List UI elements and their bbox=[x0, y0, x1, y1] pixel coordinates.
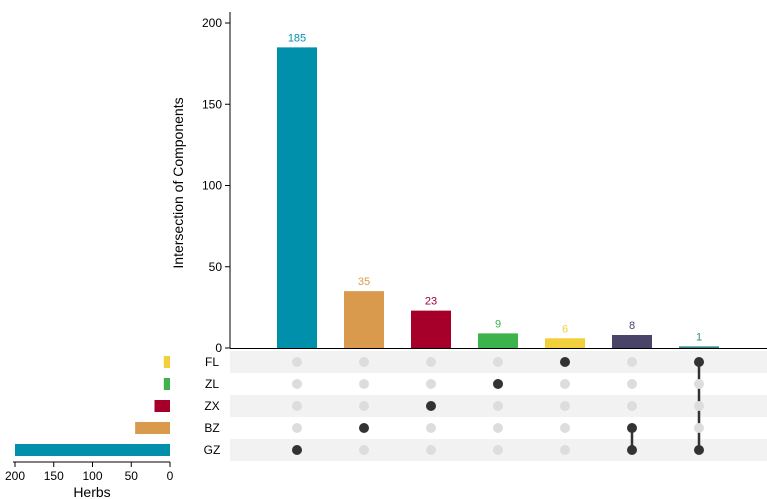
set-labels: FL ZL ZX BZ GZ bbox=[204, 355, 221, 457]
matrix-dot-inactive bbox=[426, 445, 436, 455]
matrix-dot-inactive bbox=[627, 379, 637, 389]
set-size-axis: 200 150 100 50 0 bbox=[5, 461, 174, 483]
intersection-tick-label: 0 bbox=[215, 341, 222, 355]
intersection-value-label: 1 bbox=[696, 331, 702, 343]
matrix-dot-inactive bbox=[627, 357, 637, 367]
set-size-tick-label: 0 bbox=[167, 469, 174, 483]
matrix-dot-active bbox=[694, 445, 704, 455]
matrix-dot-inactive bbox=[493, 401, 503, 411]
intersection-bar bbox=[612, 335, 652, 348]
matrix-dot-inactive bbox=[359, 445, 369, 455]
matrix-dot-inactive bbox=[292, 357, 302, 367]
intersection-value-label: 6 bbox=[562, 323, 568, 335]
set-size-tick-label: 50 bbox=[125, 469, 139, 483]
matrix-dot-inactive bbox=[560, 423, 570, 433]
matrix-dot-active bbox=[359, 423, 369, 433]
matrix-dot-active bbox=[694, 357, 704, 367]
set-size-bar bbox=[154, 400, 170, 412]
matrix-dot-inactive bbox=[359, 357, 369, 367]
matrix-dot-inactive bbox=[493, 445, 503, 455]
intersection-value-label: 9 bbox=[495, 318, 501, 330]
matrix-dot-inactive bbox=[694, 401, 704, 411]
matrix-dot-inactive bbox=[426, 357, 436, 367]
matrix-dot-inactive bbox=[426, 379, 436, 389]
set-label: ZX bbox=[204, 399, 219, 413]
matrix-dot-inactive bbox=[359, 379, 369, 389]
intersection-value-label: 23 bbox=[425, 296, 437, 308]
set-label: GZ bbox=[204, 443, 221, 457]
intersection-bar bbox=[679, 346, 719, 348]
matrix-dot-inactive bbox=[426, 423, 436, 433]
intersection-axis-label: Intersection of Components bbox=[170, 97, 186, 268]
intersection-tick-label: 100 bbox=[202, 179, 222, 193]
set-size-tick-label: 100 bbox=[82, 469, 102, 483]
matrix-dot-inactive bbox=[560, 401, 570, 411]
intersection-bar bbox=[344, 291, 384, 348]
matrix-dot-inactive bbox=[694, 423, 704, 433]
set-label: FL bbox=[205, 355, 219, 369]
intersection-value-label: 8 bbox=[629, 320, 635, 332]
intersection-tick-label: 200 bbox=[202, 16, 222, 30]
set-size-tick-label: 150 bbox=[44, 469, 64, 483]
matrix-dot-inactive bbox=[560, 379, 570, 389]
set-size-bar bbox=[163, 356, 170, 368]
matrix-dot-active bbox=[292, 445, 302, 455]
matrix-dot-active bbox=[493, 379, 503, 389]
intersection-bar bbox=[277, 47, 317, 348]
intersection-tick-label: 50 bbox=[209, 260, 223, 274]
intersection-value-label: 35 bbox=[358, 276, 370, 288]
intersection-value-label: 185 bbox=[288, 32, 306, 44]
set-size-bar bbox=[135, 422, 170, 434]
intersection-axis: 0 50 100 150 200 bbox=[202, 12, 767, 355]
intersection-bars: 185 35 23 9 6 8 1 bbox=[277, 32, 719, 348]
matrix-dot-inactive bbox=[560, 445, 570, 455]
intersection-bar bbox=[545, 338, 585, 348]
matrix-dot-inactive bbox=[292, 379, 302, 389]
matrix-dot-active bbox=[426, 401, 436, 411]
set-size-tick-label: 200 bbox=[5, 469, 25, 483]
matrix-dot-inactive bbox=[493, 423, 503, 433]
intersection-tick-label: 150 bbox=[202, 97, 222, 111]
matrix-dot-inactive bbox=[292, 401, 302, 411]
matrix-dot-inactive bbox=[359, 401, 369, 411]
matrix-dot-active bbox=[627, 423, 637, 433]
set-size-axis-label: Herbs bbox=[73, 484, 110, 499]
intersection-bar bbox=[478, 333, 518, 348]
set-size-bars bbox=[15, 356, 170, 456]
matrix-dot-active bbox=[627, 445, 637, 455]
matrix-dot-inactive bbox=[493, 357, 503, 367]
set-size-bar bbox=[15, 444, 170, 456]
matrix-dot-active bbox=[560, 357, 570, 367]
matrix-dot-inactive bbox=[292, 423, 302, 433]
matrix-dot-inactive bbox=[694, 379, 704, 389]
membership-matrix bbox=[292, 357, 704, 455]
matrix-dot-inactive bbox=[627, 401, 637, 411]
set-size-bar bbox=[163, 378, 170, 390]
intersection-bar bbox=[411, 310, 451, 348]
set-label: ZL bbox=[205, 377, 219, 391]
set-label: BZ bbox=[204, 421, 219, 435]
